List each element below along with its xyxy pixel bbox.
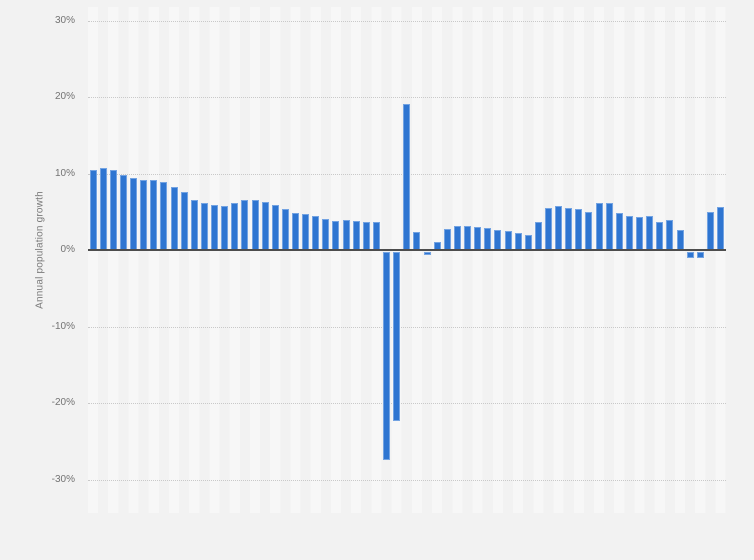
gridline: [88, 20, 726, 22]
bar[interactable]: [292, 212, 299, 250]
bar[interactable]: [615, 213, 623, 250]
bar[interactable]: [312, 215, 320, 250]
bar[interactable]: [595, 203, 603, 250]
bar[interactable]: [271, 204, 279, 250]
y-tick-label: -20%: [51, 397, 75, 408]
bar[interactable]: [696, 252, 704, 258]
bar[interactable]: [241, 200, 249, 250]
bar[interactable]: [261, 201, 269, 250]
bar[interactable]: [534, 222, 542, 250]
bar[interactable]: [211, 204, 219, 250]
gridline: [88, 326, 726, 328]
zero-axis-line: [88, 249, 726, 251]
bar[interactable]: [423, 252, 431, 256]
bar[interactable]: [605, 203, 613, 250]
bar[interactable]: [625, 216, 633, 250]
bar[interactable]: [565, 207, 573, 250]
bar[interactable]: [190, 200, 198, 250]
bar[interactable]: [676, 230, 684, 250]
y-tick-label: 0%: [60, 244, 75, 255]
bar[interactable]: [433, 241, 441, 250]
bar[interactable]: [89, 169, 97, 250]
bar[interactable]: [322, 218, 330, 250]
bar[interactable]: [514, 233, 522, 250]
bar[interactable]: [545, 207, 552, 250]
plot-area: [88, 7, 726, 513]
bar[interactable]: [464, 226, 472, 250]
gridline: [88, 403, 726, 404]
bar[interactable]: [352, 220, 360, 250]
gridline: [88, 97, 726, 98]
bar[interactable]: [585, 211, 593, 250]
bar[interactable]: [555, 205, 563, 250]
y-tick-label: -10%: [51, 320, 75, 332]
bar[interactable]: [524, 234, 532, 250]
bar[interactable]: [130, 178, 138, 250]
bar[interactable]: [474, 227, 482, 250]
bar[interactable]: [140, 179, 148, 250]
bar[interactable]: [372, 222, 380, 250]
bar[interactable]: [636, 217, 644, 250]
bar[interactable]: [180, 191, 188, 250]
bar[interactable]: [484, 227, 492, 250]
bar[interactable]: [362, 221, 370, 250]
bar[interactable]: [393, 252, 401, 422]
bar[interactable]: [302, 214, 310, 250]
bar[interactable]: [200, 203, 208, 250]
gridline: [88, 479, 726, 481]
y-tick-label: -30%: [51, 473, 75, 485]
y-tick-label: 20%: [54, 91, 75, 102]
bar[interactable]: [251, 200, 259, 250]
bar[interactable]: [170, 186, 178, 250]
bar[interactable]: [575, 209, 583, 250]
bar[interactable]: [99, 168, 107, 250]
bar[interactable]: [494, 230, 502, 250]
bar[interactable]: [453, 225, 461, 250]
y-tick-label: 10%: [54, 167, 75, 179]
bar[interactable]: [717, 207, 725, 250]
bar[interactable]: [706, 211, 714, 250]
bar[interactable]: [443, 229, 451, 250]
bar[interactable]: [109, 170, 117, 250]
bar[interactable]: [281, 208, 289, 250]
bar[interactable]: [221, 205, 229, 250]
bar[interactable]: [160, 181, 168, 250]
bar[interactable]: [413, 231, 421, 250]
bar[interactable]: [666, 220, 674, 250]
bar[interactable]: [332, 220, 340, 250]
bar[interactable]: [119, 175, 127, 250]
bar[interactable]: [150, 180, 158, 250]
bar[interactable]: [646, 216, 654, 250]
bar[interactable]: [403, 103, 411, 250]
bar[interactable]: [686, 252, 694, 259]
y-tick-label: 30%: [54, 14, 75, 26]
bar[interactable]: [383, 252, 391, 461]
bar[interactable]: [342, 220, 350, 250]
bar[interactable]: [656, 222, 664, 250]
bar[interactable]: [231, 202, 239, 250]
bar[interactable]: [504, 230, 512, 250]
